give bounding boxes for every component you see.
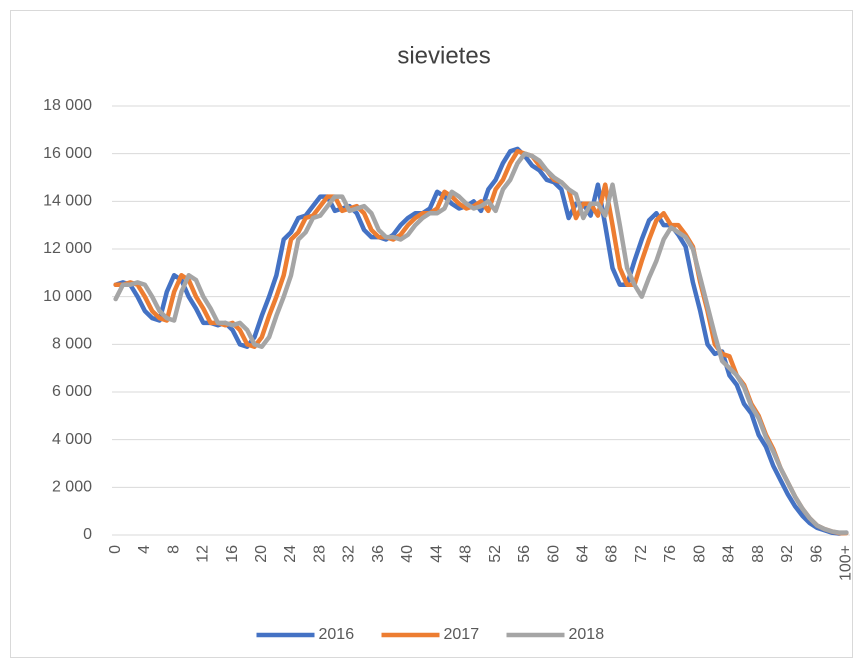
data-line <box>113 151 849 535</box>
data-line <box>113 149 849 536</box>
x-tick-label: 72 <box>633 545 650 563</box>
x-tick-label: 40 <box>399 545 416 563</box>
x-tick-label: 48 <box>458 545 475 563</box>
x-tick-label: 12 <box>195 545 212 563</box>
x-tick-label: 24 <box>282 545 299 563</box>
legend-label: 2016 <box>319 626 355 643</box>
x-tick-label: 4 <box>136 545 153 554</box>
chart-title: sievietes <box>397 42 490 69</box>
y-tick-label: 2 000 <box>52 479 92 496</box>
x-tick-label: 80 <box>691 545 708 563</box>
y-tick-label: 12 000 <box>43 240 92 257</box>
x-tick-label: 100+ <box>838 545 855 581</box>
x-tick-label: 88 <box>750 545 767 563</box>
y-tick-label: 18 000 <box>43 97 92 114</box>
x-tick-label: 96 <box>808 545 825 563</box>
x-tick-label: 16 <box>224 545 241 563</box>
y-tick-label: 10 000 <box>43 288 92 305</box>
x-tick-label: 92 <box>779 545 796 563</box>
x-tick-label: 68 <box>604 545 621 563</box>
x-tick-label: 36 <box>370 545 387 563</box>
x-tick-label: 64 <box>575 545 592 563</box>
x-tick-label: 20 <box>253 545 270 563</box>
y-tick-label: 8 000 <box>52 336 92 353</box>
y-tick-label: 16 000 <box>43 145 92 162</box>
x-tick-label: 28 <box>311 545 328 563</box>
x-tick-label: 32 <box>341 545 358 563</box>
x-tick-label: 52 <box>487 545 504 563</box>
x-tick-label: 60 <box>545 545 562 563</box>
y-tick-label: 4 000 <box>52 431 92 448</box>
x-tick-label: 56 <box>516 545 533 563</box>
legend-label: 2017 <box>444 626 480 643</box>
x-tick-label: 8 <box>165 545 182 554</box>
x-tick-label: 84 <box>721 545 738 563</box>
y-tick-label: 0 <box>83 526 92 543</box>
y-tick-label: 6 000 <box>52 383 92 400</box>
data-line <box>113 146 849 536</box>
x-tick-label: 0 <box>107 545 124 554</box>
y-tick-label: 14 000 <box>43 193 92 210</box>
legend-label: 2018 <box>569 626 605 643</box>
x-tick-label: 76 <box>662 545 679 563</box>
x-tick-label: 44 <box>428 545 445 563</box>
